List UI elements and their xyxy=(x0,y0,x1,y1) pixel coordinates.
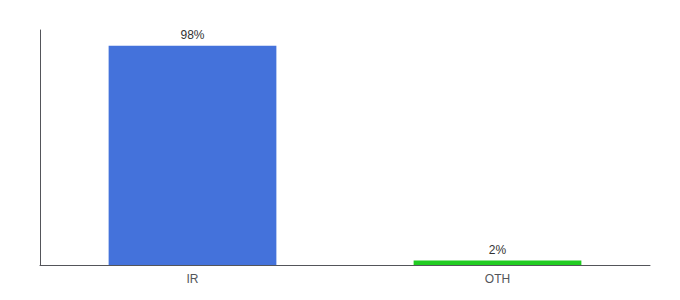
svg-text:IR: IR xyxy=(187,272,199,286)
svg-text:2%: 2% xyxy=(489,243,507,257)
svg-text:98%: 98% xyxy=(180,28,204,42)
svg-text:OTH: OTH xyxy=(485,272,510,286)
